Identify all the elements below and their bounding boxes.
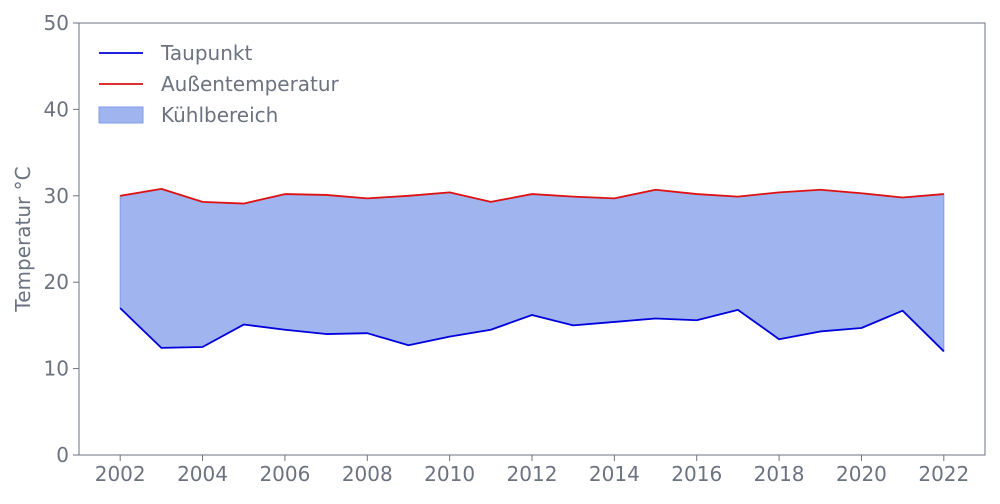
legend-label-kuehlbereich: Kühlbereich <box>161 103 278 127</box>
legend-label-aussentemperatur: Außentemperatur <box>161 72 340 96</box>
legend-swatch-kuehlbereich <box>98 106 144 124</box>
series-line-taupunkt <box>119 307 945 352</box>
x-tick-label: 2018 <box>754 462 805 486</box>
y-tick-label: 40 <box>44 97 69 121</box>
x-tick-label: 2010 <box>424 462 475 486</box>
legend: Taupunkt Außentemperatur Kühlbereich <box>98 41 340 127</box>
y-axis-label: Temperatur °C <box>11 166 35 312</box>
x-tick-label: 2008 <box>342 462 393 486</box>
x-tick-label: 2006 <box>259 462 310 486</box>
y-tick-label: 0 <box>56 443 69 467</box>
series-layer <box>119 187 945 352</box>
x-tick-label: 2016 <box>671 462 722 486</box>
x-axis-ticks: 2002 2004 2006 2008 2010 2012 2014 2016 2018 2020… <box>95 455 969 486</box>
x-tick-label: 2022 <box>918 462 969 486</box>
x-tick-label: 2014 <box>589 462 640 486</box>
x-tick-label: 2002 <box>95 462 146 486</box>
x-tick-label: 2012 <box>507 462 558 486</box>
series-line-aussentemperatur <box>120 187 944 205</box>
x-tick-label: 2020 <box>836 462 887 486</box>
y-tick-label: 30 <box>44 184 69 208</box>
y-tick-label: 20 <box>44 270 69 294</box>
x-tick-label: 2004 <box>177 462 228 486</box>
y-axis-ticks: 0 10 20 30 40 50 <box>44 11 79 467</box>
legend-label-taupunkt: Taupunkt <box>160 41 252 65</box>
y-tick-label: 10 <box>44 357 69 381</box>
y-tick-label: 50 <box>44 11 69 35</box>
